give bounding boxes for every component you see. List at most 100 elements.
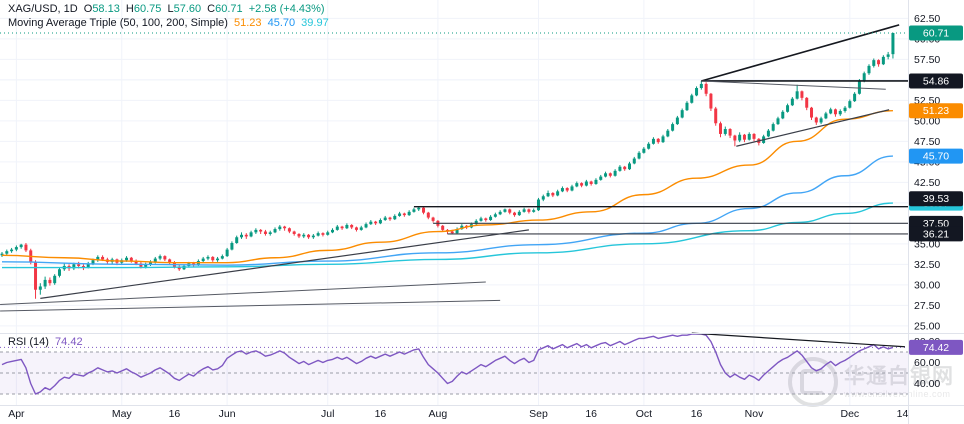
rsi-trendline[interactable]	[691, 332, 905, 348]
price-tick-label: 30.00	[914, 279, 940, 291]
time-tick-label: 14	[897, 408, 909, 420]
candle-body	[211, 256, 215, 261]
candle-body	[776, 118, 780, 125]
candle-body	[685, 102, 689, 111]
trendline[interactable]	[701, 24, 900, 82]
trendline[interactable]	[40, 229, 529, 299]
candle-body	[422, 207, 426, 213]
candle-body	[575, 183, 579, 187]
high-label: H	[125, 3, 134, 15]
candle-body	[733, 135, 737, 141]
trendline[interactable]	[0, 299, 501, 312]
candle-body	[594, 179, 598, 184]
candle-body	[656, 138, 660, 143]
candles-layer[interactable]	[0, 32, 895, 299]
candle-body	[695, 88, 699, 96]
candle-body	[259, 229, 263, 232]
candle-body	[781, 111, 785, 119]
time-tick-label: Oct	[636, 408, 652, 420]
candle-body	[158, 256, 162, 259]
open-value: 58.13	[92, 3, 120, 15]
candle-body	[877, 60, 881, 65]
candle-body	[254, 229, 258, 233]
candle-body	[230, 243, 234, 250]
candle-body	[479, 218, 483, 221]
price-badge-text: 74.42	[923, 342, 949, 354]
rsi-tick-label: 40.00	[914, 378, 940, 390]
candle-body	[493, 214, 497, 217]
candle-body	[699, 83, 703, 89]
candle-body	[163, 256, 167, 260]
ma50-value: 51.23	[233, 17, 262, 29]
trendline[interactable]	[0, 281, 486, 306]
candle-body	[747, 133, 751, 140]
watermark-brand: 华通白银网	[844, 365, 954, 389]
candle-body	[829, 109, 833, 114]
candle-body	[800, 91, 804, 98]
price-tick-label: 57.50	[914, 54, 940, 66]
candle-body	[872, 60, 876, 66]
time-tick-label: Jun	[219, 408, 236, 420]
candle-body	[848, 101, 852, 108]
rsi-pane[interactable]	[1, 333, 894, 395]
candle-body	[38, 286, 42, 290]
candle-body	[335, 226, 339, 230]
candle-body	[316, 233, 320, 236]
candle-body	[608, 173, 612, 176]
ma200-value: 39.97	[301, 17, 329, 29]
time-axis[interactable]: Apr May 16 Jun Jul 16 Aug Sep 16 Oct 16 Nov Dec 14	[8, 408, 908, 420]
candle-body	[393, 215, 397, 220]
candle-body	[240, 234, 243, 238]
candle-body	[34, 261, 38, 290]
time-tick-label: Nov	[745, 408, 764, 420]
candle-body	[407, 211, 411, 216]
price-badge-text: 51.23	[923, 105, 949, 117]
candle-body	[378, 220, 382, 224]
candle-body	[311, 235, 315, 238]
candle-body	[417, 207, 421, 210]
time-tick-label: 16	[169, 408, 181, 420]
trendlines-layer[interactable]	[0, 24, 908, 312]
candle-body	[364, 224, 368, 228]
candle-body	[805, 97, 809, 108]
candle-body	[647, 143, 651, 149]
candle-body	[690, 95, 694, 103]
candle-body	[580, 183, 584, 186]
candle-body	[374, 221, 378, 224]
price-badge-text: 60.71	[923, 28, 949, 40]
rsi-legend[interactable]: RSI (14) 74.42	[8, 336, 86, 348]
ma-legend[interactable]: Moving Average Triple (50, 100, 200, Sim…	[8, 17, 332, 29]
rsi-line	[1, 333, 894, 395]
candle-body	[48, 279, 52, 284]
candle-body	[57, 269, 61, 276]
candle-body	[867, 65, 871, 74]
candle-body	[517, 211, 521, 216]
candle-body	[786, 105, 790, 112]
trendline[interactable]	[701, 80, 886, 90]
candle-body	[302, 234, 306, 237]
time-tick-label: Sep	[529, 408, 548, 420]
candle-body	[637, 152, 641, 159]
price-badge-text: 45.70	[923, 151, 949, 163]
candle-body	[273, 229, 277, 233]
candle-body	[503, 209, 507, 212]
close-value: 60.71	[215, 3, 243, 15]
candle-body	[814, 117, 818, 123]
candle-body	[321, 233, 325, 235]
candle-body	[891, 33, 895, 55]
candle-body	[857, 80, 861, 94]
candle-body	[168, 259, 172, 263]
ma100-line[interactable]	[1, 155, 893, 266]
candle-body	[402, 213, 406, 216]
price-tick-label: 27.50	[914, 300, 940, 312]
symbol-legend[interactable]: XAG/USD, 1D O58.13 H60.75 L57.60 C60.71 …	[8, 3, 328, 15]
candle-body	[838, 110, 842, 115]
candle-body	[148, 261, 152, 265]
ma200-line[interactable]	[2, 202, 893, 269]
ma50-line[interactable]	[1, 110, 893, 264]
candle-body	[331, 229, 335, 233]
trendline[interactable]	[736, 109, 890, 147]
candle-body	[53, 275, 57, 284]
